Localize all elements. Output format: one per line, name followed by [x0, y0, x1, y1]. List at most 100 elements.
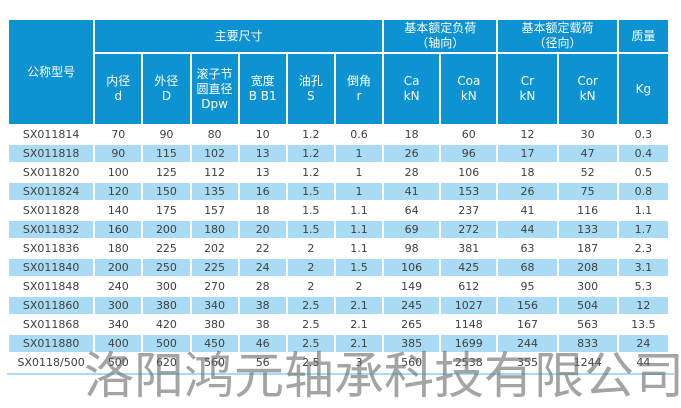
- header-group-row: 公称型号 主要尺寸 基本额定负荷 （轴向） 基本额定载荷 （径向） 质量: [9, 20, 668, 124]
- table-row: SX011832 160 200 180 20 1.5 1.1 69 272 44 133 1.7: [9, 221, 668, 238]
- value-cell: 2: [335, 278, 383, 295]
- value-cell: 140: [95, 202, 142, 219]
- value-cell: 200: [143, 221, 190, 238]
- value-cell: 1.7: [618, 221, 668, 238]
- value-cell: 149: [384, 278, 440, 295]
- value-cell: 2.1: [335, 297, 383, 314]
- model-cell: SX011868: [9, 316, 94, 333]
- value-cell: 47: [558, 145, 617, 162]
- value-cell: 28: [384, 164, 440, 181]
- value-cell: 106: [384, 259, 440, 276]
- model-cell: SX011840: [9, 259, 94, 276]
- value-cell: 38: [239, 316, 286, 333]
- value-cell: 340: [95, 316, 142, 333]
- value-cell: 560: [384, 354, 440, 371]
- value-cell: 10: [239, 126, 286, 143]
- table-row: SX011848 240 300 270 28 2 2 149 612 95 300 5.3: [9, 278, 668, 295]
- value-cell: 1.5: [287, 202, 334, 219]
- value-cell: 102: [191, 145, 238, 162]
- value-cell: 68: [498, 259, 557, 276]
- value-cell: 250: [143, 259, 190, 276]
- value-cell: 24: [239, 259, 286, 276]
- model-cell: SX011860: [9, 297, 94, 314]
- value-cell: 187: [558, 240, 617, 257]
- value-cell: 112: [191, 164, 238, 181]
- value-cell: 100: [95, 164, 142, 181]
- table-row: SX011818 90 115 102 13 1.2 1 26 96 17 47 0.4: [9, 145, 668, 162]
- value-cell: 1: [335, 183, 383, 200]
- value-cell: 135: [191, 183, 238, 200]
- value-cell: 833: [558, 335, 617, 352]
- table-row: SX011836 180 225 202 22 2 1.1 98 381 63 187 2.3: [9, 240, 668, 257]
- value-cell: 500: [95, 354, 142, 371]
- model-cell: SX011880: [9, 335, 94, 352]
- table-row: SX011880 400 500 450 46 2.5 2.1 385 1699 244 833 24: [9, 335, 668, 352]
- value-cell: 98: [384, 240, 440, 257]
- value-cell: 157: [191, 202, 238, 219]
- value-cell: 300: [143, 278, 190, 295]
- column-header-outer-diameter: 外径 D: [143, 54, 190, 124]
- model-cell: SX0118/500: [9, 354, 94, 371]
- value-cell: 17: [498, 145, 557, 162]
- value-cell: 1.5: [287, 183, 334, 200]
- header-sub-row: 内径 d 外径 D 滚子节 圆直径 Dpw 宽度 B B1 油孔 S 倒角 r …: [9, 54, 668, 124]
- value-cell: 24: [618, 335, 668, 352]
- value-cell: 1.1: [335, 240, 383, 257]
- value-cell: 612: [441, 278, 497, 295]
- value-cell: 380: [191, 316, 238, 333]
- model-cell: SX011814: [9, 126, 94, 143]
- value-cell: 620: [143, 354, 190, 371]
- value-cell: 2.3: [618, 240, 668, 257]
- value-cell: 560: [191, 354, 238, 371]
- value-cell: 167: [498, 316, 557, 333]
- value-cell: 208: [558, 259, 617, 276]
- value-cell: 133: [558, 221, 617, 238]
- column-header-chamfer: 倒角 r: [335, 54, 383, 124]
- value-cell: 1: [335, 145, 383, 162]
- bearing-spec-table: 公称型号 主要尺寸 基本额定负荷 （轴向） 基本额定载荷 （径向） 质量 内径 …: [7, 18, 674, 375]
- spec-table: 公称型号 主要尺寸 基本额定负荷 （轴向） 基本额定载荷 （径向） 质量 内径 …: [7, 18, 670, 373]
- value-cell: 156: [498, 297, 557, 314]
- value-cell: 44: [498, 221, 557, 238]
- model-cell: SX011820: [9, 164, 94, 181]
- value-cell: 3: [335, 354, 383, 371]
- value-cell: 2: [287, 240, 334, 257]
- value-cell: 2.5: [287, 335, 334, 352]
- column-header-roller-pitch-diameter: 滚子节 圆直径 Dpw: [191, 54, 238, 124]
- group-header-radial-load: 基本额定载荷 （径向）: [498, 20, 617, 52]
- value-cell: 75: [558, 183, 617, 200]
- table-row: SX0118/500 500 620 560 56 2.5 3 560 2538 355 1244 4…: [9, 354, 668, 371]
- value-cell: 30: [558, 126, 617, 143]
- value-cell: 63: [498, 240, 557, 257]
- value-cell: 13: [239, 164, 286, 181]
- value-cell: 244: [498, 335, 557, 352]
- value-cell: 38: [239, 297, 286, 314]
- value-cell: 200: [95, 259, 142, 276]
- value-cell: 41: [384, 183, 440, 200]
- value-cell: 18: [384, 126, 440, 143]
- value-cell: 340: [191, 297, 238, 314]
- model-cell: SX011836: [9, 240, 94, 257]
- group-header-main-dimensions: 主要尺寸: [95, 20, 383, 52]
- value-cell: 1027: [441, 297, 497, 314]
- value-cell: 120: [95, 183, 142, 200]
- model-cell: SX011848: [9, 278, 94, 295]
- column-header-kg: Kg: [618, 54, 668, 124]
- value-cell: 450: [191, 335, 238, 352]
- value-cell: 150: [143, 183, 190, 200]
- value-cell: 0.8: [618, 183, 668, 200]
- value-cell: 2.5: [287, 354, 334, 371]
- value-cell: 2.1: [335, 335, 383, 352]
- value-cell: 160: [95, 221, 142, 238]
- value-cell: 56: [239, 354, 286, 371]
- value-cell: 18: [239, 202, 286, 219]
- value-cell: 95: [498, 278, 557, 295]
- value-cell: 1699: [441, 335, 497, 352]
- value-cell: 28: [239, 278, 286, 295]
- value-cell: 80: [191, 126, 238, 143]
- table-row: SX011824 120 150 135 16 1.5 1 41 153 26 75 0.8: [9, 183, 668, 200]
- value-cell: 175: [143, 202, 190, 219]
- value-cell: 425: [441, 259, 497, 276]
- value-cell: 1.5: [287, 221, 334, 238]
- column-header-coa: Coa kN: [441, 54, 497, 124]
